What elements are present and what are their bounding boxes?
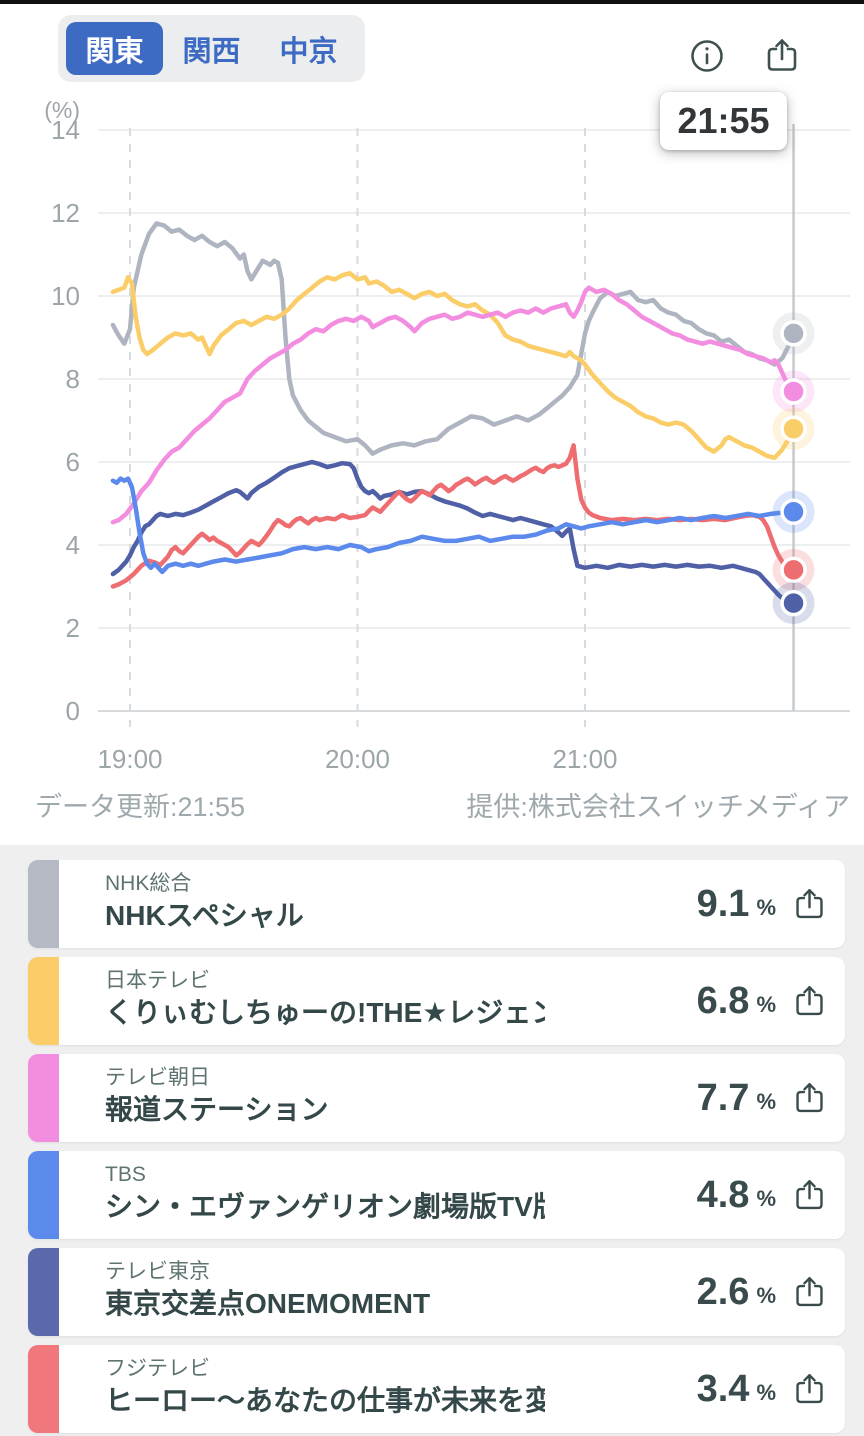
cursor-time-tooltip: 21:55 bbox=[660, 92, 787, 150]
end-dot-フジテレビ bbox=[780, 556, 807, 584]
program-title: くりぃむしちゅーの!THE★レジェンド bbox=[105, 997, 545, 1028]
rating-value: 9.1 bbox=[696, 882, 750, 925]
channel-color-strip bbox=[28, 957, 59, 1045]
status-bar bbox=[0, 0, 864, 4]
program-rating-card[interactable]: テレビ朝日 報道ステーション 7.7 % bbox=[28, 1054, 845, 1142]
program-title: 東京交差点ONEMOMENT bbox=[105, 1288, 431, 1319]
channel-color-strip bbox=[28, 1345, 59, 1433]
share-icon[interactable] bbox=[792, 1178, 827, 1213]
rating-value: 7.7 bbox=[696, 1076, 750, 1119]
rating-value: 6.8 bbox=[696, 979, 750, 1022]
share-icon[interactable] bbox=[792, 1081, 827, 1116]
tab-関西[interactable]: 関西 bbox=[182, 35, 241, 68]
program-title: 報道ステーション bbox=[105, 1094, 329, 1125]
share-icon[interactable] bbox=[792, 887, 827, 922]
tab-中京[interactable]: 中京 bbox=[279, 35, 338, 68]
x-tick-label: 19:00 bbox=[97, 744, 162, 774]
series-line-テレビ東京 bbox=[110, 459, 796, 606]
data-updated-label: データ更新:21:55 bbox=[35, 792, 246, 822]
y-tick-label: 6 bbox=[66, 447, 80, 477]
rating-unit: % bbox=[756, 1283, 776, 1308]
tab-関東[interactable]: 関東 bbox=[66, 22, 163, 75]
channel-color-strip bbox=[28, 1151, 59, 1239]
series-line-NHK総合 bbox=[110, 221, 796, 456]
y-tick-label: 0 bbox=[66, 696, 80, 726]
end-dot-テレビ朝日 bbox=[780, 378, 807, 405]
channel-name: TBS bbox=[105, 1163, 146, 1186]
y-tick-label: 14 bbox=[51, 115, 80, 145]
channel-name: フジテレビ bbox=[105, 1357, 210, 1380]
share-icon[interactable] bbox=[792, 1275, 827, 1310]
program-title: シン・エヴァンゲリオン劇場版TV版 bbox=[105, 1191, 545, 1222]
channel-color-strip bbox=[28, 860, 59, 948]
y-tick-label: 4 bbox=[66, 530, 80, 560]
channel-name: NHK総合 bbox=[105, 872, 192, 895]
info-icon[interactable] bbox=[688, 37, 726, 75]
rating-value: 2.6 bbox=[696, 1270, 750, 1313]
channel-name: 日本テレビ bbox=[105, 969, 210, 992]
rating-value: 3.4 bbox=[696, 1367, 750, 1410]
series-line-フジテレビ bbox=[110, 443, 796, 589]
channel-name: テレビ朝日 bbox=[105, 1066, 210, 1089]
series-line-日本テレビ bbox=[110, 270, 796, 461]
y-tick-label: 12 bbox=[51, 198, 80, 228]
program-rating-card[interactable]: テレビ東京 東京交差点ONEMOMENT 2.6 % bbox=[28, 1248, 845, 1336]
data-provider-label: 提供:株式会社スイッチメディア bbox=[466, 792, 850, 822]
program-rating-list: NHK総合 NHKスペシャル 9.1 % 日本テレビ くりぃむしちゅーの!THE… bbox=[0, 845, 864, 1436]
channel-name: テレビ東京 bbox=[105, 1260, 210, 1283]
y-tick-label: 2 bbox=[66, 613, 80, 643]
end-dot-テレビ東京 bbox=[780, 589, 807, 617]
rating-value: 4.8 bbox=[696, 1173, 750, 1216]
region-tab-bar: 関東 関西 中京 bbox=[58, 15, 365, 82]
ratings-line-chart: 0 2 4 6 8 10 12 14(%) 19:00 20:00 21:00 bbox=[44, 97, 850, 774]
channel-color-strip bbox=[28, 1248, 59, 1336]
end-dot-TBS bbox=[780, 498, 807, 526]
y-tick-label: 10 bbox=[51, 281, 80, 311]
rating-unit: % bbox=[756, 992, 776, 1017]
y-tick-label: 8 bbox=[66, 364, 80, 394]
rating-unit: % bbox=[756, 895, 776, 920]
end-dot-NHK総合 bbox=[780, 320, 807, 347]
end-dot-日本テレビ bbox=[780, 415, 807, 443]
chart-footer: データ更新:21:55 提供:株式会社スイッチメディア bbox=[0, 785, 864, 825]
rating-unit: % bbox=[756, 1186, 776, 1211]
share-icon[interactable] bbox=[792, 1372, 827, 1407]
program-rating-card[interactable]: フジテレビ ヒーロー〜あなたの仕事が未来を変える〜 3.4 % bbox=[28, 1345, 845, 1433]
series-line-テレビ朝日 bbox=[110, 285, 796, 525]
share-icon[interactable] bbox=[763, 37, 801, 75]
program-title: NHKスペシャル bbox=[105, 900, 304, 931]
share-icon[interactable] bbox=[792, 984, 827, 1019]
channel-color-strip bbox=[28, 1054, 59, 1142]
series-line-TBS bbox=[110, 476, 796, 575]
x-tick-label: 21:00 bbox=[552, 744, 617, 774]
cursor-time-label: 21:55 bbox=[677, 100, 770, 141]
program-rating-card[interactable]: NHK総合 NHKスペシャル 9.1 % bbox=[28, 860, 845, 948]
rating-unit: % bbox=[756, 1380, 776, 1405]
program-rating-card[interactable]: 日本テレビ くりぃむしちゅーの!THE★レジェンド 6.8 % bbox=[28, 957, 845, 1045]
x-tick-label: 20:00 bbox=[325, 744, 390, 774]
program-rating-card[interactable]: TBS シン・エヴァンゲリオン劇場版TV版 4.8 % bbox=[28, 1151, 845, 1239]
program-title: ヒーロー〜あなたの仕事が未来を変える〜 bbox=[105, 1385, 545, 1416]
rating-unit: % bbox=[756, 1089, 776, 1114]
y-axis-unit: (%) bbox=[44, 97, 80, 123]
